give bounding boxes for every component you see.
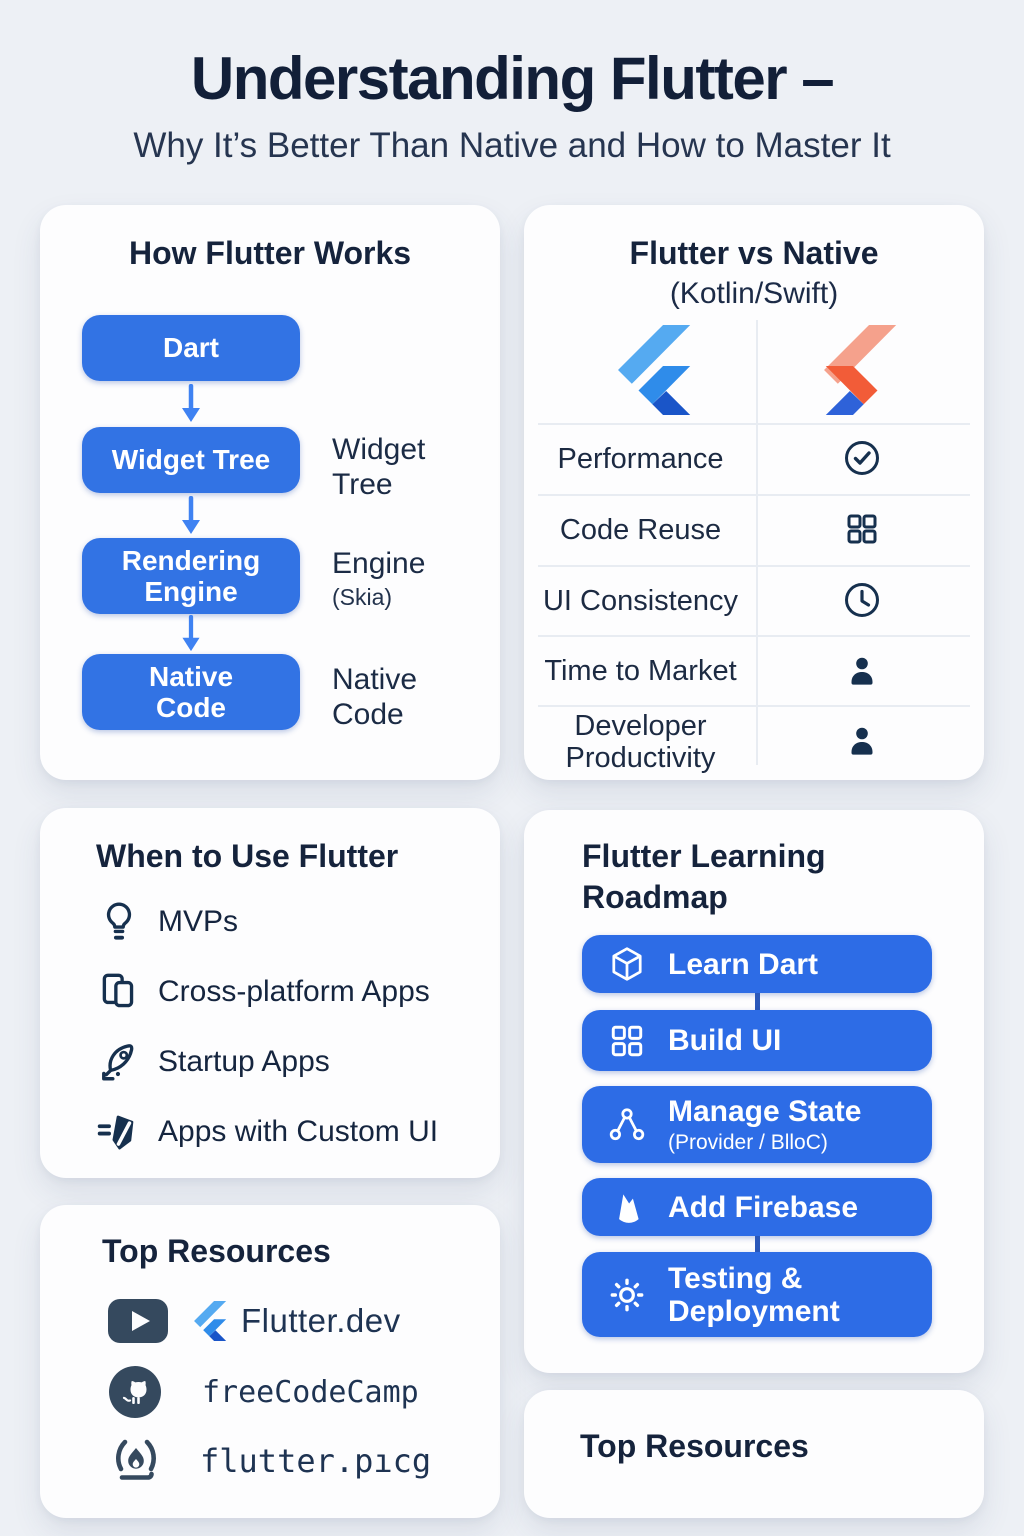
flow-side-label: Engine (Skia) bbox=[332, 547, 474, 610]
when-to-use-card: When to Use Flutter MVPs Cross-platform … bbox=[40, 808, 500, 1178]
use-item-label: Startup Apps bbox=[158, 1045, 330, 1078]
state-nodes-icon bbox=[609, 1107, 645, 1140]
step-connector bbox=[755, 1236, 760, 1252]
roadmap-step-title: Manage State bbox=[668, 1094, 862, 1128]
flow-node-label: Widget Tree bbox=[111, 444, 271, 476]
vs-row-label: Code Reuse bbox=[559, 514, 722, 546]
flow-node-label-line2: Code bbox=[156, 692, 226, 723]
gear-icon bbox=[610, 1278, 644, 1311]
flow-side-note: (Skia) bbox=[332, 583, 393, 610]
flame-icon bbox=[116, 1439, 156, 1480]
cube-icon bbox=[612, 947, 642, 981]
flow-node-native-code: Native Code bbox=[82, 654, 300, 730]
row-divider bbox=[538, 635, 970, 637]
roadmap-step-label: Manage State (Provider / BlloC) bbox=[668, 1095, 861, 1154]
row-divider bbox=[538, 423, 970, 425]
grid-icon bbox=[611, 1025, 643, 1056]
vs-row-label: Developer Productivity bbox=[565, 710, 716, 775]
roadmap-card-title: Flutter Learning Roadmap bbox=[582, 838, 826, 915]
roadmap-step-sublabel: (Provider / BlloC) bbox=[668, 1130, 828, 1154]
down-arrow-icon bbox=[182, 615, 200, 652]
check-circle-icon bbox=[845, 441, 879, 475]
resources-right-title: Top Resources bbox=[580, 1428, 809, 1464]
flow-side-text: Engine bbox=[332, 547, 426, 580]
person-icon bbox=[851, 657, 873, 685]
roadmap-step-add-firebase[interactable]: Add Firebase bbox=[582, 1178, 932, 1236]
how-card-title: How Flutter Works bbox=[128, 235, 412, 271]
github-icon bbox=[109, 1366, 161, 1418]
use-item-label: Cross-platform Apps bbox=[158, 975, 430, 1008]
person-icon bbox=[851, 727, 873, 755]
use-item-label: Apps with Custom UI bbox=[158, 1115, 439, 1148]
vs-row-label: Time to Market bbox=[544, 655, 737, 687]
top-resources-card-right: Top Resources bbox=[524, 1390, 984, 1518]
firebase-icon bbox=[619, 1194, 639, 1223]
roadmap-step-learn-dart[interactable]: Learn Dart bbox=[582, 935, 932, 993]
flutter-blue-logo bbox=[618, 325, 691, 415]
flow-node-label-line1: Native bbox=[148, 660, 234, 692]
flow-node-dart: Dart bbox=[82, 315, 300, 381]
use-item-label: MVPs bbox=[158, 905, 239, 938]
clock-icon bbox=[845, 583, 879, 617]
roadmap-step-testing-deployment[interactable]: Testing & Deployment bbox=[582, 1252, 932, 1337]
flow-side-label: Widget Tree bbox=[332, 433, 426, 501]
how-flutter-works-card: How Flutter Works Dart Widget Tree Widge… bbox=[40, 205, 500, 780]
page-subtitle: Why It’s Better Than Native and How to M… bbox=[133, 126, 891, 165]
row-divider bbox=[538, 705, 970, 707]
rocket-icon bbox=[102, 1044, 134, 1081]
roadmap-step-label: Learn Dart bbox=[668, 947, 819, 981]
flutter-vs-native-card: Flutter vs Native (Kotlin/Swift) Perform… bbox=[524, 205, 984, 780]
grid-icon bbox=[847, 514, 877, 544]
use-item-custom-ui: Apps with Custom UI bbox=[96, 1104, 438, 1160]
youtube-icon bbox=[108, 1299, 168, 1343]
use-item-cross-platform: Cross-platform Apps bbox=[96, 964, 430, 1020]
flow-node-rendering-engine: Rendering Engine bbox=[82, 538, 300, 614]
flutter-orange-logo bbox=[824, 325, 897, 415]
use-item-startup: Startup Apps bbox=[96, 1034, 330, 1090]
learning-roadmap-card: Flutter Learning Roadmap Learn Dart Buil… bbox=[524, 810, 984, 1373]
resource-label: Flutter.dev bbox=[241, 1302, 401, 1339]
resource-item-freecodecamp: freeCodeCamp bbox=[108, 1365, 419, 1419]
vs-row-label: Performance bbox=[557, 443, 724, 475]
resource-item-flutter-picg: flutter.pıcg bbox=[108, 1433, 431, 1489]
column-divider bbox=[756, 320, 758, 765]
roadmap-step-build-ui[interactable]: Build UI bbox=[582, 1010, 932, 1071]
step-connector bbox=[755, 993, 760, 1010]
roadmap-step-label: Testing & Deployment bbox=[668, 1261, 840, 1328]
devices-icon bbox=[102, 973, 134, 1008]
roadmap-step-label: Build UI bbox=[668, 1024, 782, 1057]
row-divider bbox=[538, 565, 970, 567]
down-arrow-icon bbox=[182, 384, 200, 422]
down-arrow-icon bbox=[182, 496, 200, 534]
flow-node-label: Rendering Engine bbox=[121, 544, 261, 607]
resource-label: freeCodeCamp bbox=[202, 1374, 419, 1410]
flow-node-label: Dart bbox=[162, 332, 219, 364]
top-resources-card: Top Resources Flutter.dev freeCodeCamp bbox=[40, 1205, 500, 1518]
lightbulb-icon bbox=[106, 902, 132, 940]
use-item-mvps: MVPs bbox=[96, 894, 238, 950]
page-title: Understanding Flutter – bbox=[190, 45, 835, 112]
pen-icon bbox=[97, 1115, 134, 1150]
resources-card-title: Top Resources bbox=[102, 1233, 331, 1269]
flow-node-widget-tree: Widget Tree bbox=[82, 427, 300, 493]
resource-item-flutter-dev: Flutter.dev bbox=[108, 1299, 401, 1343]
vs-card-subtitle: (Kotlin/Swift) bbox=[669, 277, 839, 310]
vs-card-title: Flutter vs Native bbox=[629, 235, 879, 271]
use-card-title: When to Use Flutter bbox=[96, 838, 399, 874]
roadmap-step-label: Add Firebase bbox=[668, 1190, 859, 1224]
row-divider bbox=[538, 494, 970, 496]
resource-label: flutter.pıcg bbox=[200, 1442, 432, 1480]
vs-row-label: UI Consistency bbox=[542, 585, 738, 617]
roadmap-step-manage-state[interactable]: Manage State (Provider / BlloC) bbox=[582, 1086, 932, 1163]
flow-side-label: Native Code bbox=[332, 663, 418, 731]
flutter-logo bbox=[194, 1301, 227, 1341]
